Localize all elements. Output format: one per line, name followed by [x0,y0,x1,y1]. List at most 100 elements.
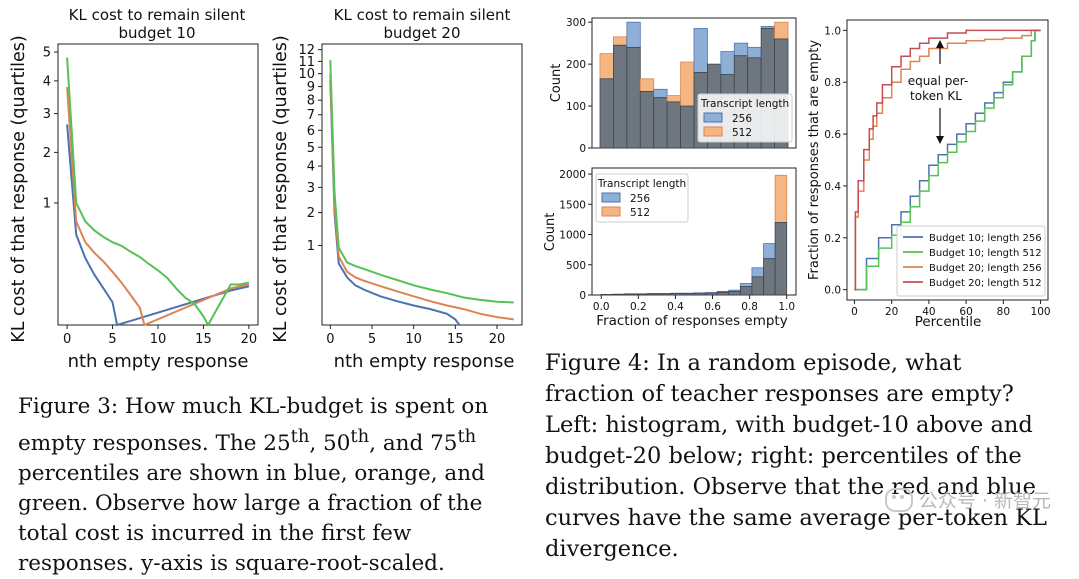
legend-title: Transcript length [597,178,686,190]
y-tick-label: 300 [566,17,586,29]
legend: Budget 10; length 256 Budget 10; length … [897,226,1045,296]
axes-frame [58,44,258,325]
y-tick-label: 5 [307,141,315,156]
histogram-bar-overlap [671,293,683,295]
histogram-bar [775,22,788,39]
y-axis-label: Fraction of responses that are empty [807,40,822,280]
legend-swatch-512 [704,127,722,136]
chart-subtitle: budget 10 [118,24,195,42]
histogram-bar-overlap [659,294,671,295]
legend-label-512: 512 [630,207,650,219]
figure3-caption: Figure 3: How much KL-budget is spent on… [18,392,526,579]
series-line [67,87,249,325]
y-tick-label: 0.0 [824,285,841,297]
y-tick-label: 3 [307,181,315,196]
series-line [330,74,513,320]
histogram-bar [600,54,613,79]
y-tick-label: 0.8 [824,77,841,89]
y-tick-label: 6 [307,124,315,139]
caption-sup: th [291,426,310,447]
histogram-bar-overlap [648,294,660,295]
fig3-budget10-chart: KL cost to remain silent budget 10 1 2 3 4 5… [0,0,270,380]
annotation-line1: equal per- [908,74,969,88]
legend-label-512: 512 [732,127,752,139]
y-tick-label: 8 [307,94,315,109]
x-tick-label: 20 [489,332,506,347]
histogram-bar-overlap [706,293,718,295]
legend-label-b10-256: Budget 10; length 256 [929,233,1042,244]
histogram-bar [654,89,667,97]
y-tick-label: 1000 [559,230,586,242]
histogram-bar-overlap [636,294,648,295]
x-tick-label: 0.6 [704,301,721,313]
caption-text: Figure 4: In a random episode, what frac… [545,348,1050,565]
x-tick-label: 0.2 [630,301,647,313]
histogram-bar-overlap [613,294,625,295]
y-tick-label: 1.0 [824,25,841,37]
y-tick-label: 1500 [559,199,586,211]
chart-title: KL cost to remain silent [334,6,511,24]
y-tick-label: 100 [566,101,586,113]
y-tick-label: 0 [579,290,586,302]
histogram-bar [694,28,707,72]
x-tick-label: 100 [1031,306,1051,318]
histogram-bar-overlap [667,102,680,148]
y-tick-label: 2 [43,146,51,161]
histogram-bar [748,47,761,57]
x-tick-label: 80 [997,306,1010,318]
y-axis-label: KL cost of that response (quartiles) [271,35,291,342]
caption-text: , and 75 [369,431,457,456]
x-tick-label: 0.0 [593,301,610,313]
y-tick-label: 0 [579,143,586,155]
series-line [330,80,459,325]
annotation: equal per- token KL [908,40,969,144]
histogram-bar-overlap [740,287,752,295]
histogram-bar-overlap [729,291,741,295]
x-tick-label: 0.4 [667,301,684,313]
watermark-text: 公众号 · 新智元 [919,486,1051,513]
histogram-bar-overlap [654,98,667,148]
histogram-bar-overlap [682,293,694,295]
x-tick-label: 5 [368,332,376,347]
y-tick-label: 9 [307,80,315,95]
x-tick-label: 5 [108,332,116,347]
y-tick-label: 4 [43,74,51,89]
y-tick-label: 500 [566,260,586,272]
histogram-bar-overlap [752,277,764,295]
histogram-bar [740,284,752,287]
caption-text: percentiles are shown in blue, orange, a… [18,461,485,576]
y-tick-label: 12 [298,43,315,58]
y-tick-label: 0.4 [824,181,841,193]
x-tick-label: 0 [63,332,71,347]
histogram-bar-overlap [627,47,640,148]
histogram-bar-overlap [640,91,653,148]
x-tick-label: 20 [241,332,258,347]
legend-swatch-256 [602,193,620,202]
x-tick-label: 15 [195,332,212,347]
x-axis-label: Percentile [915,314,982,330]
histogram-bar [627,22,640,47]
x-tick-label: 10 [150,332,167,347]
legend: Transcript length 256 512 [698,94,792,142]
series-line [67,58,249,325]
x-axis-label: Fraction of responses empty [596,313,787,329]
fig3-budget20-chart: KL cost to remain silent budget 20 12345… [270,0,540,380]
histogram-bar [640,79,653,92]
legend-label-256: 256 [732,113,752,125]
y-tick-label: 200 [566,59,586,71]
x-tick-label: 10 [405,332,422,347]
y-tick-label: 1 [43,196,51,211]
x-tick-label: 0 [326,332,334,347]
y-tick-label: 0.2 [824,233,841,245]
arrow-up-icon [936,40,944,48]
y-tick-label: 2000 [559,169,586,181]
caption-sup: th [350,426,369,447]
x-tick-label: 0.8 [741,301,758,313]
annotation-line2: token KL [910,89,962,103]
caption-sup: th [457,426,476,447]
y-tick-label: 3 [43,107,51,122]
chart-title: KL cost to remain silent [69,6,246,24]
histogram-bar [764,244,776,259]
